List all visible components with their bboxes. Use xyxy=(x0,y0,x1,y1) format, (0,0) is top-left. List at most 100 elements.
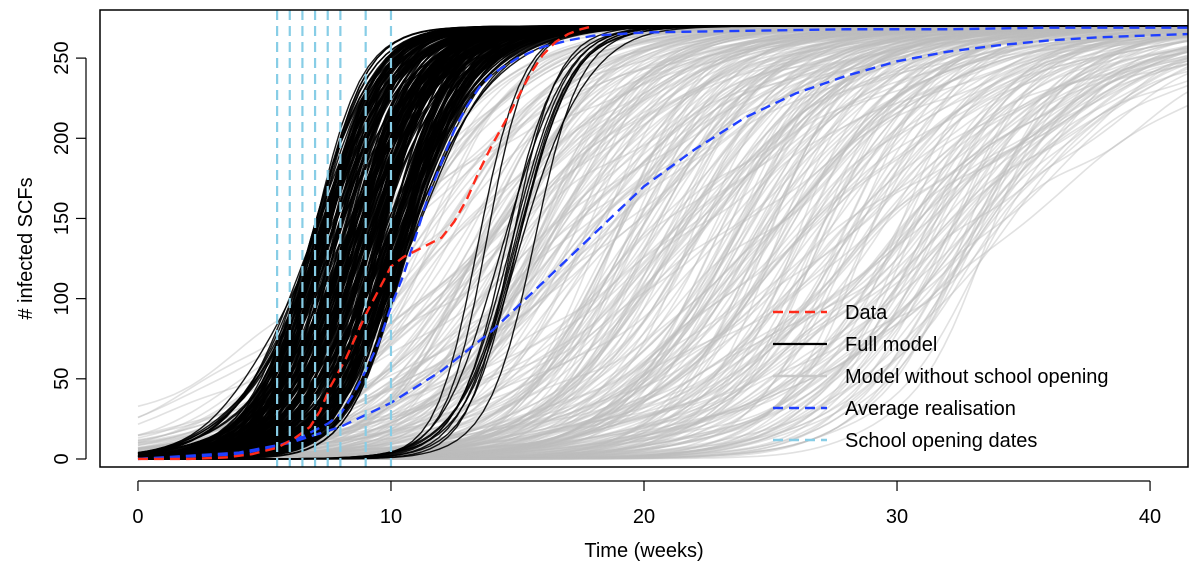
ensemble-line xyxy=(138,25,1188,460)
y-tick-label: 200 xyxy=(51,122,73,155)
ensemble-line xyxy=(138,26,1188,460)
ensemble-line xyxy=(138,31,1188,460)
ensemble-line xyxy=(138,25,1188,460)
legend-label: Model without school opening xyxy=(845,366,1109,388)
x-tick-label: 10 xyxy=(380,506,402,528)
x-axis-label: Time (weeks) xyxy=(584,540,703,562)
y-tick-label: 100 xyxy=(51,282,73,315)
plot-area-frame xyxy=(99,9,1189,468)
ensemble-line xyxy=(137,62,1188,459)
ensemble-line xyxy=(138,51,1188,460)
ensemble-line xyxy=(138,25,1188,460)
ensemble-line xyxy=(137,26,1188,459)
ensemble-line xyxy=(138,25,1188,460)
ensemble-line xyxy=(138,26,1188,460)
ensemble-line xyxy=(137,27,1188,459)
ensemble-line xyxy=(138,37,1188,460)
ensemble-line xyxy=(138,25,1188,460)
ensemble-line xyxy=(138,25,1188,460)
legend-label: Average realisation xyxy=(845,398,1016,420)
ensemble-line xyxy=(138,40,1188,460)
ensemble-line xyxy=(138,29,1188,460)
ensemble-line xyxy=(138,28,1188,460)
ensemble-line xyxy=(138,26,1188,460)
y-tick-label: 50 xyxy=(51,368,73,390)
y-tick-label: 250 xyxy=(51,41,73,74)
ensemble-line xyxy=(137,25,1188,459)
ensemble-line xyxy=(137,31,1188,457)
average-realisation-lines xyxy=(137,26,1188,461)
ensemble-line xyxy=(138,79,1188,460)
ensemble-line xyxy=(137,63,1188,459)
ensemble-line xyxy=(137,48,1188,459)
x-tick-label: 30 xyxy=(886,506,908,528)
ensemble-line xyxy=(137,31,1188,459)
ensemble-line xyxy=(138,25,1188,460)
data-line xyxy=(137,24,594,461)
ensemble-line xyxy=(137,35,1188,457)
ensemble-line xyxy=(138,90,1188,460)
ensemble-line xyxy=(138,25,1188,460)
ensemble-line xyxy=(138,25,1188,460)
y-tick-label: 0 xyxy=(51,453,73,464)
ensemble-line xyxy=(137,39,1188,460)
ensemble-line xyxy=(137,26,1188,459)
ensemble-line xyxy=(138,59,1188,460)
ensemble-line xyxy=(137,40,1188,458)
ensemble-line xyxy=(137,25,1188,459)
ensemble-line xyxy=(138,25,1188,460)
y-axis-label: # infected SCFs xyxy=(15,177,37,319)
ensemble-line xyxy=(137,26,1188,459)
legend-label: School opening dates xyxy=(845,430,1037,452)
ensemble-line xyxy=(137,28,1188,460)
ensemble-line xyxy=(137,25,1188,460)
ensemble-line xyxy=(138,31,1188,460)
ensemble-line xyxy=(138,25,1188,460)
ensemble-line xyxy=(138,104,1188,460)
ensemble-line xyxy=(137,25,1188,459)
ensemble-line xyxy=(137,50,1188,459)
ensemble-line xyxy=(138,51,1188,460)
average-realisation-line xyxy=(137,32,1188,461)
ensemble-line xyxy=(137,35,1188,460)
ensemble-line xyxy=(138,28,1188,460)
black-ensemble xyxy=(137,25,1188,460)
ensemble-line xyxy=(137,31,1188,459)
ensemble-line xyxy=(137,36,1188,458)
legend-label: Data xyxy=(845,302,888,324)
x-axis: 0 10 20 30 40 xyxy=(132,480,1161,528)
ensemble-line xyxy=(138,55,1188,460)
ensemble-line xyxy=(137,26,1188,458)
ensemble-line xyxy=(137,38,1188,459)
y-axis: 0 50 100 150 200 250 xyxy=(51,41,87,465)
ensemble-line xyxy=(137,29,1188,460)
x-tick-label: 20 xyxy=(633,506,655,528)
ensemble-line xyxy=(137,25,1188,460)
ensemble-line xyxy=(137,46,1188,458)
y-tick-label: 150 xyxy=(51,202,73,235)
ensemble-line xyxy=(137,25,1188,460)
ensemble-line xyxy=(137,28,1188,460)
legend-label: Full model xyxy=(845,334,937,356)
ensemble-line xyxy=(138,25,1188,460)
ensemble-line xyxy=(137,25,1188,460)
school-opening-lines xyxy=(276,10,393,467)
ensemble-line xyxy=(137,26,1188,459)
ensemble-line xyxy=(138,25,1188,460)
ensemble-line xyxy=(138,40,1188,460)
ensemble-line xyxy=(138,57,1188,460)
ensemble-line xyxy=(138,47,1188,459)
ensemble-line xyxy=(138,49,1188,460)
ensemble-line xyxy=(137,60,1188,460)
ensemble-line xyxy=(137,33,1188,460)
x-tick-label: 40 xyxy=(1139,506,1161,528)
ensemble-line xyxy=(137,54,1188,459)
average-realisation-line xyxy=(137,26,1188,461)
ensemble-line xyxy=(137,34,1188,459)
ensemble-line xyxy=(137,26,1188,460)
ensemble-line xyxy=(138,70,1188,459)
ensemble-line xyxy=(137,25,1188,460)
ensemble-line xyxy=(137,25,1188,459)
legend: Data Full model Model without school openi… xyxy=(773,302,1109,452)
